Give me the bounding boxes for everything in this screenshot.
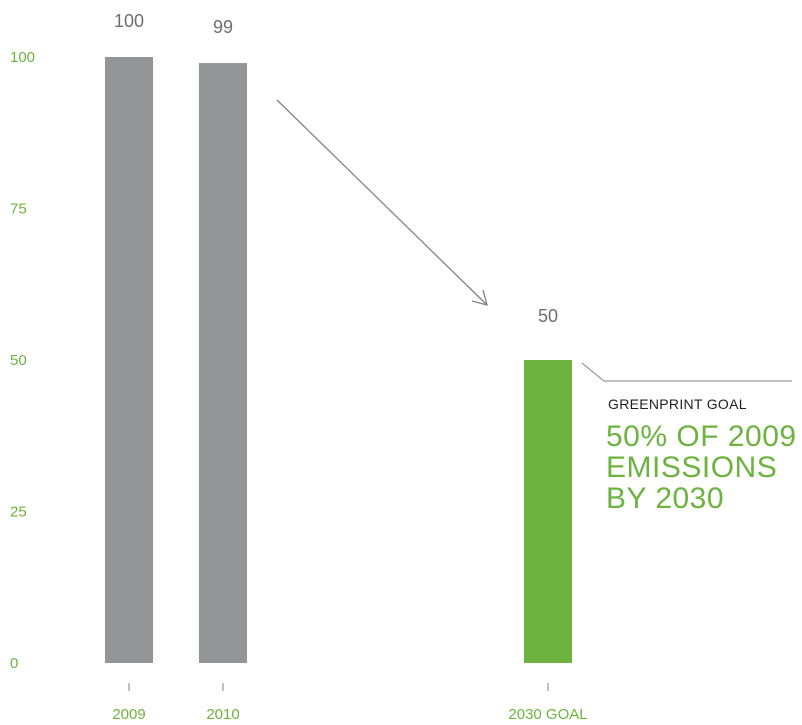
y-tick-label: 50 — [10, 352, 27, 369]
goal-bar — [524, 360, 572, 663]
bar-value-label: 100 — [114, 11, 144, 31]
annotation-leader-line — [581, 362, 792, 382]
y-tick-label: 75 — [10, 201, 27, 218]
bars — [105, 57, 572, 664]
annotation-line-3: BY 2030 — [606, 482, 724, 515]
bar-value-label: 99 — [213, 17, 233, 37]
y-tick-label: 0 — [10, 655, 18, 672]
y-tick-label: 25 — [10, 504, 27, 521]
x-category-label: 2030 GOAL — [508, 706, 587, 723]
x-category-label: 2009 — [112, 706, 145, 723]
annotation-label: GREENPRINT GOAL — [608, 396, 747, 412]
annotation-line-1: 50% OF 2009 — [606, 420, 797, 453]
trend-arrow — [276, 99, 488, 306]
annotation-line-2: EMISSIONS — [606, 451, 777, 484]
x-axis: 2009 2010 2030 GOAL — [112, 683, 588, 723]
y-axis: 0 25 50 75 100 — [10, 49, 35, 672]
bar-value-label: 50 — [538, 306, 558, 326]
bar — [199, 63, 247, 664]
greenprint-annotation: GREENPRINT GOAL 50% OF 2009 EMISSIONS BY… — [606, 396, 797, 515]
value-labels: 100 99 50 — [114, 11, 558, 326]
y-tick-label: 100 — [10, 49, 35, 66]
bar — [105, 57, 153, 663]
x-category-label: 2010 — [206, 706, 239, 723]
